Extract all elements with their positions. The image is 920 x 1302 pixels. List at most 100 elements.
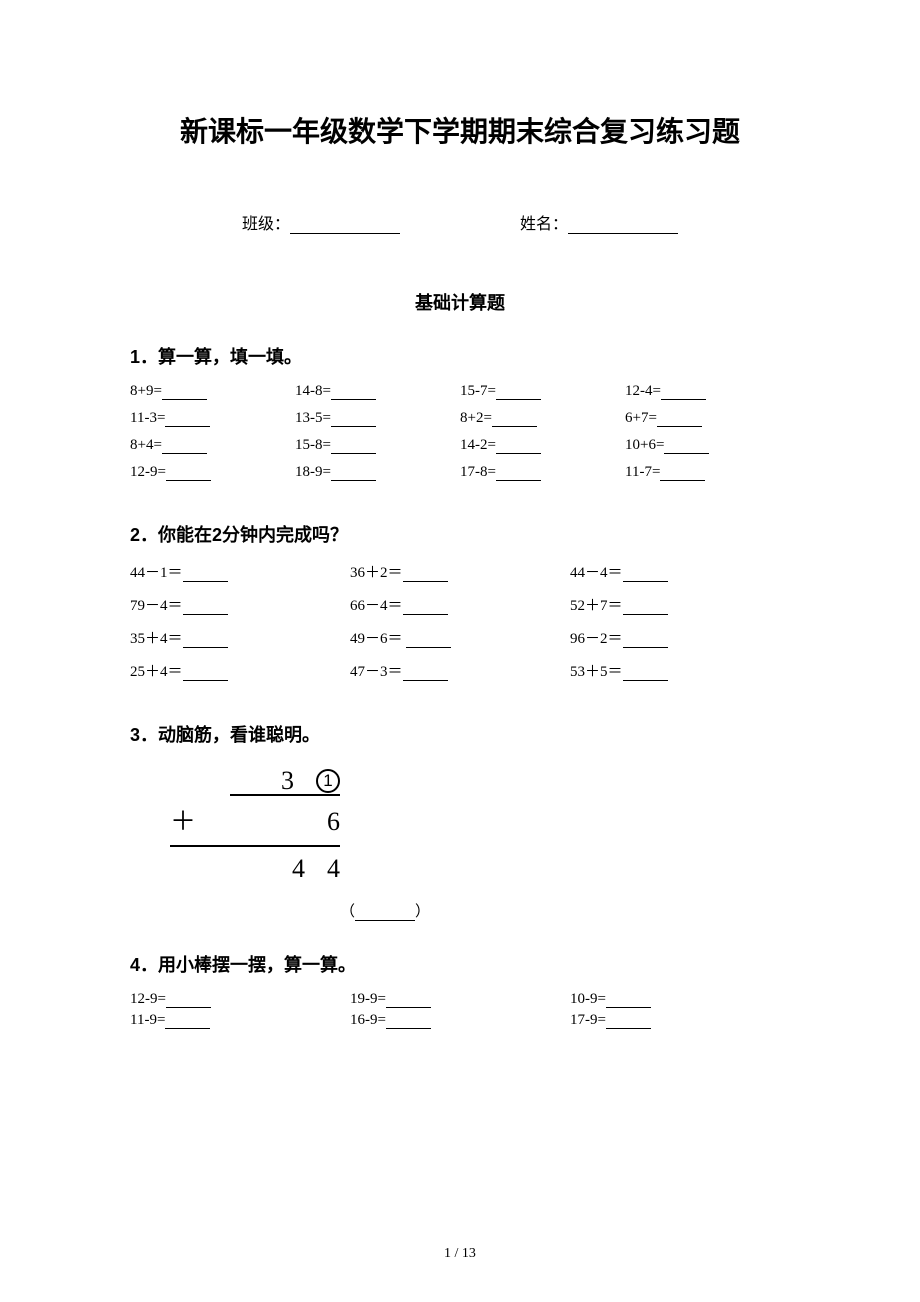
expr: 16-9=	[350, 1012, 386, 1028]
answer-blank[interactable]	[386, 994, 431, 1008]
calc-cell: 11-3=	[130, 410, 295, 427]
answer-blank[interactable]	[606, 994, 651, 1008]
expr: 11-9=	[130, 1012, 165, 1028]
page-title: 新课标一年级数学下学期期末综合复习练习题	[130, 110, 790, 150]
answer-blank[interactable]	[406, 634, 451, 648]
calc-cell: 19-9=	[350, 991, 570, 1008]
answer-blank[interactable]	[331, 440, 376, 454]
answer-blank[interactable]	[166, 467, 211, 481]
answer-blank[interactable]	[331, 467, 376, 481]
digit: 4	[292, 849, 305, 888]
calc-cell: 8+2=	[460, 410, 625, 427]
q3-vertical-addition: 3 1 ＋ 6 4 4	[170, 761, 790, 888]
answer-blank[interactable]	[386, 1015, 431, 1029]
q1-grid: 8+9= 14-8= 15-7= 12-4= 11-3= 13-5= 8+2= …	[130, 383, 790, 481]
expr: 49－6＝	[350, 631, 406, 647]
calc-cell: 11-7=	[625, 464, 790, 481]
answer-blank[interactable]	[331, 413, 376, 427]
expr: 52＋7＝	[570, 598, 623, 614]
plus-icon: ＋	[170, 802, 196, 841]
answer-blank[interactable]	[623, 634, 668, 648]
circled-number-icon: 1	[316, 769, 340, 793]
answer-blank[interactable]	[664, 440, 709, 454]
q4-heading: 4．用小棒摆一摆，算一算。	[130, 951, 790, 977]
expr: 13-5=	[295, 410, 331, 426]
name-field: 姓名：	[520, 210, 678, 234]
answer-blank[interactable]	[183, 568, 228, 582]
expr: 79－4＝	[130, 598, 183, 614]
calc-cell: 53＋5＝	[570, 660, 790, 681]
answer-blank[interactable]	[496, 467, 541, 481]
answer-blank[interactable]	[623, 568, 668, 582]
answer-blank[interactable]	[165, 413, 210, 427]
answer-blank[interactable]	[166, 994, 211, 1008]
calc-cell: 18-9=	[295, 464, 460, 481]
answer-blank[interactable]	[606, 1015, 651, 1029]
worksheet-page: 新课标一年级数学下学期期末综合复习练习题 班级： 姓名： 基础计算题 1．算一算…	[0, 0, 920, 1119]
answer-blank[interactable]	[355, 908, 415, 922]
expr: 17-8=	[460, 464, 496, 480]
result-row: 4 4	[170, 849, 360, 888]
calc-cell: 47－3＝	[350, 660, 570, 681]
answer-blank[interactable]	[403, 568, 448, 582]
expr: 36＋2＝	[350, 565, 403, 581]
calc-cell: 14-8=	[295, 383, 460, 400]
calc-cell: 35＋4＝	[130, 627, 350, 648]
answer-blank[interactable]	[183, 601, 228, 615]
answer-blank[interactable]	[403, 667, 448, 681]
addend-row-2: ＋ 6	[170, 802, 360, 841]
answer-blank[interactable]	[492, 413, 537, 427]
calc-cell: 8+9=	[130, 383, 295, 400]
answer-blank[interactable]	[183, 634, 228, 648]
expr: 12-9=	[130, 991, 166, 1007]
answer-blank[interactable]	[623, 601, 668, 615]
expr: 10-9=	[570, 991, 606, 1007]
calc-cell: 11-9=	[130, 1012, 350, 1029]
answer-blank[interactable]	[165, 1015, 210, 1029]
calc-cell: 49－6＝	[350, 627, 570, 648]
calc-cell: 10+6=	[625, 437, 790, 454]
answer-blank[interactable]	[657, 413, 702, 427]
expr: 66－4＝	[350, 598, 403, 614]
page-number: 1 / 13	[0, 1246, 920, 1262]
answer-blank[interactable]	[403, 601, 448, 615]
answer-blank[interactable]	[661, 386, 706, 400]
expr: 11-3=	[130, 410, 165, 426]
calc-cell: 44－1＝	[130, 561, 350, 582]
calc-cell: 12-9=	[130, 991, 350, 1008]
answer-blank[interactable]	[660, 467, 705, 481]
expr: 11-7=	[625, 464, 660, 480]
answer-blank[interactable]	[496, 440, 541, 454]
name-blank[interactable]	[568, 218, 678, 234]
calc-cell: 12-9=	[130, 464, 295, 481]
expr: 8+4=	[130, 437, 162, 453]
expr: 25＋4＝	[130, 664, 183, 680]
calc-cell: 96－2＝	[570, 627, 790, 648]
calc-cell: 6+7=	[625, 410, 790, 427]
expr: 15-7=	[460, 383, 496, 399]
calc-cell: 12-4=	[625, 383, 790, 400]
answer-blank[interactable]	[496, 386, 541, 400]
expr: 12-9=	[130, 464, 166, 480]
expr: 14-8=	[295, 383, 331, 399]
vertical-add-block: 3 1 ＋ 6 4 4	[170, 761, 360, 888]
calc-cell: 16-9=	[350, 1012, 570, 1029]
calc-cell: 15-8=	[295, 437, 460, 454]
paren-open: （	[340, 904, 355, 920]
calc-cell: 79－4＝	[130, 594, 350, 615]
answer-blank[interactable]	[623, 667, 668, 681]
q3-answer-paren: （）	[340, 900, 790, 921]
digit: 6	[327, 802, 340, 841]
q3-heading: 3．动脑筋，看谁聪明。	[130, 721, 790, 747]
expr: 18-9=	[295, 464, 331, 480]
answer-blank[interactable]	[162, 386, 207, 400]
answer-blank[interactable]	[183, 667, 228, 681]
class-field: 班级：	[242, 210, 400, 234]
answer-blank[interactable]	[162, 440, 207, 454]
answer-blank[interactable]	[331, 386, 376, 400]
calc-cell: 17-8=	[460, 464, 625, 481]
expr: 96－2＝	[570, 631, 623, 647]
class-blank[interactable]	[290, 218, 400, 234]
expr: 53＋5＝	[570, 664, 623, 680]
q1-heading: 1．算一算，填一填。	[130, 343, 790, 369]
